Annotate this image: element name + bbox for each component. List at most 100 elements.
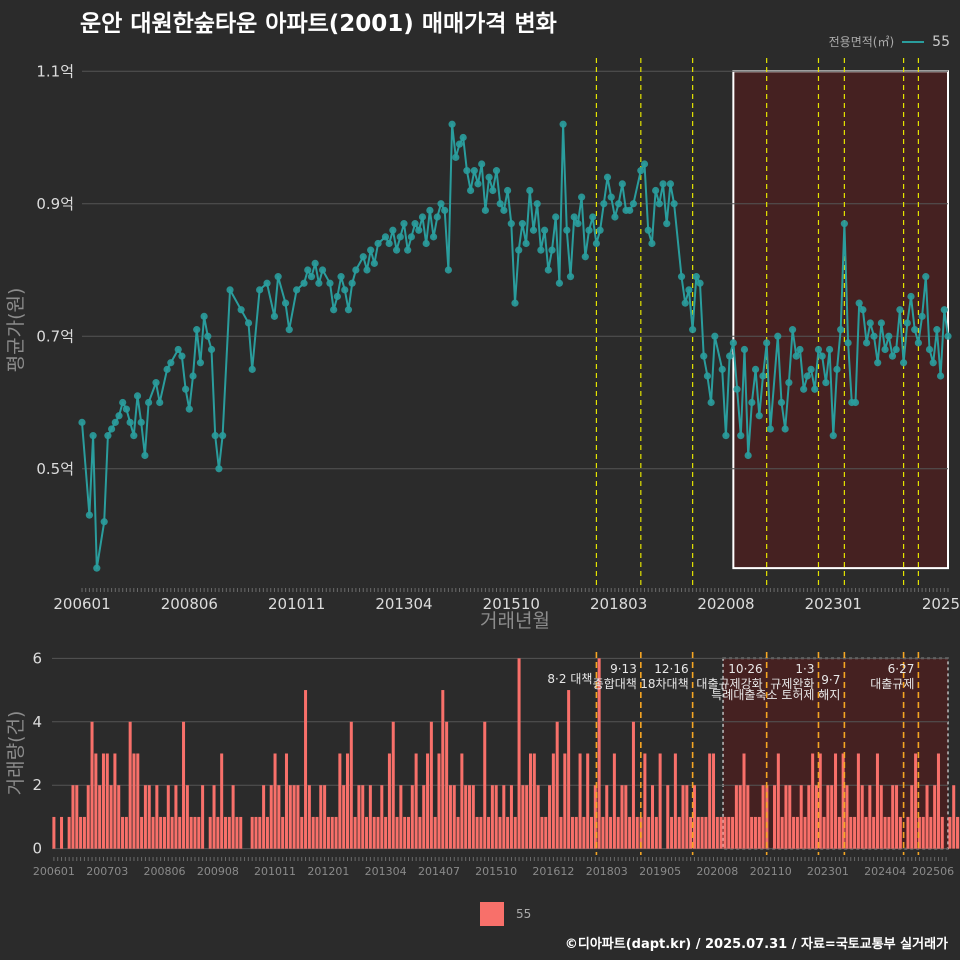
volume-x-tick: 200908 [197, 865, 239, 878]
volume-bar [338, 753, 342, 849]
policy-label: 특례대출축소 토허제 해지 [711, 688, 840, 702]
price-point [104, 432, 112, 440]
price-point [396, 233, 404, 241]
volume-bar [715, 816, 719, 849]
volume-bar [631, 721, 635, 849]
volume-x-tick: 201201 [307, 865, 349, 878]
price-point [822, 379, 830, 387]
price-point [463, 167, 471, 175]
volume-bar [345, 753, 349, 849]
volume-bar [288, 785, 292, 849]
volume-bar [921, 816, 925, 849]
volume-bar [117, 785, 121, 849]
price-point [237, 306, 245, 314]
price-point [811, 385, 819, 393]
volume-x-tick: 201011 [254, 865, 296, 878]
price-point [518, 220, 527, 228]
policy-label: 종합대책 [593, 676, 637, 691]
policy-label: 대출규제강화 [696, 677, 762, 691]
volume-bar [98, 785, 102, 849]
price-point [411, 220, 419, 228]
volume-bar [193, 816, 197, 849]
price-point [389, 226, 397, 234]
volume-bar [494, 785, 498, 849]
volume-bar [792, 816, 796, 849]
volume-bar [814, 785, 818, 849]
price-point [141, 451, 149, 460]
policy-label: 6·27 [888, 662, 915, 676]
legend-entry-55: 55 [932, 33, 950, 50]
volume-bar [590, 816, 594, 849]
volume-bar [311, 816, 315, 849]
volume-bar [647, 816, 651, 849]
volume-bar [250, 816, 254, 849]
volume-bar [166, 785, 170, 849]
price-point [455, 140, 464, 148]
volume-bar [121, 816, 125, 849]
price-point [552, 213, 560, 221]
volume-bar [361, 785, 365, 849]
price-point [537, 246, 545, 254]
price-point [185, 405, 193, 413]
price-point [415, 226, 423, 234]
volume-bar [395, 816, 399, 849]
volume-bar [803, 816, 807, 849]
price-point [785, 379, 793, 387]
policy-label: 9·7 [821, 673, 840, 687]
price-point [474, 180, 482, 188]
price-point [429, 233, 438, 241]
price-point [200, 312, 208, 320]
price-point [566, 273, 575, 281]
volume-bar [811, 753, 815, 849]
volume-legend: 55 [480, 902, 531, 926]
price-x-tick: 202301 [805, 595, 862, 613]
price-point [370, 259, 378, 267]
price-point [874, 359, 882, 367]
volume-bar [628, 816, 632, 849]
price-point [737, 432, 745, 440]
volume-bar [414, 753, 418, 849]
price-y-tick: 1.1억 [36, 62, 74, 80]
price-x-tick: 201304 [375, 595, 432, 613]
volume-bar [708, 753, 712, 849]
price-point [700, 352, 708, 360]
volume-bar [609, 816, 613, 849]
volume-bar [776, 753, 780, 849]
volume-bar [536, 785, 540, 849]
price-point [404, 246, 412, 254]
chart-title: 운안 대원한숲타운 아파트(2001) 매매가격 변화 [80, 11, 557, 37]
price-point [448, 120, 456, 128]
price-point [526, 186, 534, 195]
price-point [163, 365, 171, 373]
volume-bar [433, 816, 437, 849]
volume-bar [437, 753, 441, 849]
price-point [555, 279, 564, 287]
price-x-tick: 200806 [161, 595, 218, 613]
volume-bar [307, 785, 311, 849]
price-point [119, 398, 127, 407]
price-point [759, 372, 767, 380]
price-point [167, 359, 175, 367]
volume-bar [113, 753, 117, 849]
volume-bar [380, 785, 384, 849]
volume-bar [872, 816, 876, 849]
volume-bars [52, 658, 960, 849]
volume-bar [864, 816, 868, 849]
price-point [581, 253, 589, 261]
price-point [466, 186, 475, 195]
volume-bar [330, 816, 334, 849]
price-point [304, 266, 312, 274]
volume-bar [460, 753, 464, 849]
price-point [481, 206, 489, 214]
price-y-tick: 0.9억 [36, 195, 74, 213]
price-point [367, 246, 375, 254]
price-point [541, 226, 549, 234]
volume-bar [262, 785, 266, 849]
volume-bar [586, 753, 590, 849]
volume-bar [727, 816, 731, 849]
volume-bar [201, 785, 205, 849]
volume-bar [90, 721, 94, 849]
volume-bar [353, 816, 357, 849]
volume-bar [403, 816, 407, 849]
